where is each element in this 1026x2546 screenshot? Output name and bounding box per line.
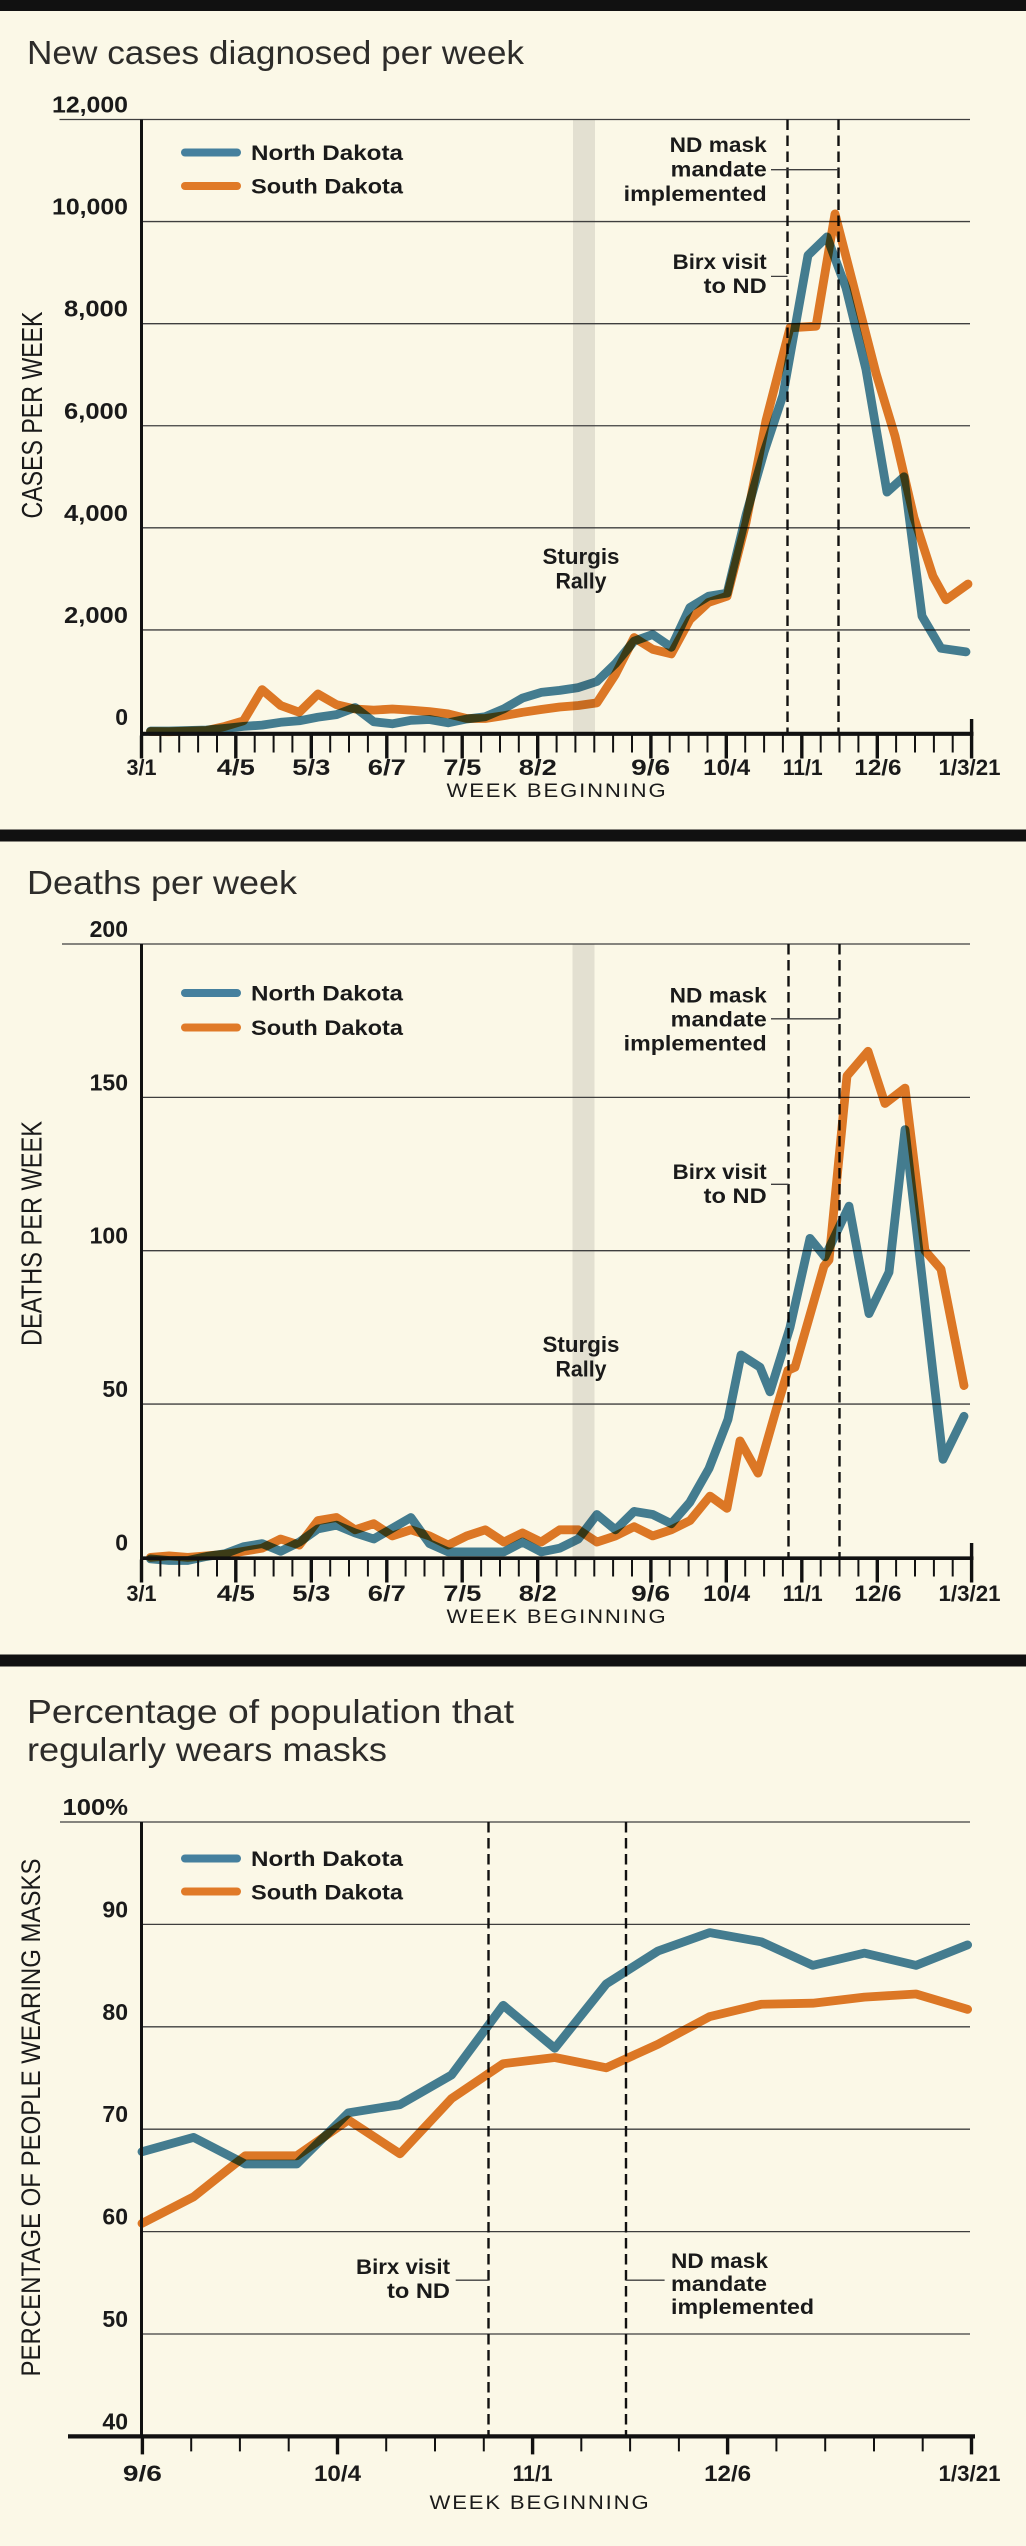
svg-text:ND mask: ND mask	[670, 134, 767, 157]
svg-text:8/2: 8/2	[519, 755, 557, 780]
svg-text:DEATHS PER WEEK: DEATHS PER WEEK	[17, 1120, 49, 1346]
svg-text:North Dakota: North Dakota	[251, 141, 404, 165]
svg-text:North Dakota: North Dakota	[251, 1847, 404, 1871]
svg-text:4/5: 4/5	[217, 755, 255, 780]
svg-text:12/6: 12/6	[854, 1581, 901, 1606]
svg-text:Percentage of population that: Percentage of population that	[27, 1693, 514, 1730]
svg-text:mandate: mandate	[671, 2273, 767, 2296]
svg-text:5/3: 5/3	[292, 1581, 330, 1606]
svg-text:200: 200	[90, 916, 128, 942]
svg-text:4,000: 4,000	[64, 500, 128, 526]
svg-text:12/6: 12/6	[854, 755, 901, 780]
svg-text:Deaths per week: Deaths per week	[27, 864, 298, 901]
svg-text:9/6: 9/6	[631, 755, 670, 780]
svg-text:Birx visit: Birx visit	[673, 251, 767, 274]
svg-text:8/2: 8/2	[519, 1581, 557, 1606]
svg-text:8,000: 8,000	[64, 296, 128, 322]
svg-text:6/7: 6/7	[368, 755, 406, 780]
svg-text:80: 80	[102, 1999, 128, 2025]
svg-text:WEEK BEGINNING: WEEK BEGINNING	[447, 781, 668, 802]
svg-text:60: 60	[102, 2204, 128, 2230]
svg-text:150: 150	[90, 1069, 128, 1095]
svg-text:South Dakota: South Dakota	[251, 1016, 404, 1040]
svg-text:implemented: implemented	[624, 1033, 767, 1056]
svg-text:PERCENTAGE OF PEOPLE WEARING M: PERCENTAGE OF PEOPLE WEARING MASKS	[16, 1859, 46, 2377]
svg-text:7/5: 7/5	[443, 755, 481, 780]
svg-text:WEEK BEGINNING: WEEK BEGINNING	[447, 1607, 668, 1628]
svg-text:50: 50	[102, 2306, 128, 2332]
svg-text:ND mask: ND mask	[671, 2250, 768, 2273]
svg-text:New cases diagnosed per week: New cases diagnosed per week	[27, 34, 525, 71]
svg-text:90: 90	[102, 1896, 128, 1922]
svg-text:6,000: 6,000	[64, 398, 128, 424]
svg-text:40: 40	[102, 2408, 128, 2434]
svg-text:implemented: implemented	[624, 183, 767, 206]
svg-text:Birx visit: Birx visit	[673, 1161, 767, 1184]
svg-text:to ND: to ND	[704, 1185, 767, 1208]
svg-text:Birx visit: Birx visit	[356, 2256, 450, 2279]
svg-text:0: 0	[115, 1529, 128, 1555]
svg-text:100%: 100%	[63, 1794, 129, 1820]
svg-text:3/1: 3/1	[127, 755, 157, 780]
svg-text:Rally: Rally	[556, 1357, 608, 1382]
svg-text:12,000: 12,000	[52, 92, 128, 118]
svg-text:100: 100	[90, 1223, 128, 1249]
svg-text:to ND: to ND	[704, 275, 767, 298]
svg-text:10/4: 10/4	[703, 1581, 751, 1606]
svg-text:70: 70	[102, 2101, 128, 2127]
svg-text:5/3: 5/3	[292, 755, 330, 780]
svg-text:Sturgis: Sturgis	[543, 1332, 620, 1357]
svg-text:10/4: 10/4	[314, 2461, 362, 2486]
svg-text:50: 50	[102, 1376, 128, 1402]
svg-text:mandate: mandate	[671, 159, 767, 182]
svg-text:1/3/21: 1/3/21	[939, 2461, 1001, 2486]
svg-text:regularly wears masks: regularly wears masks	[27, 1731, 387, 1768]
svg-text:3/1: 3/1	[127, 1581, 157, 1606]
svg-text:ND mask: ND mask	[670, 985, 767, 1008]
svg-text:implemented: implemented	[671, 2296, 814, 2319]
svg-text:7/5: 7/5	[443, 1581, 481, 1606]
svg-text:4/5: 4/5	[217, 1581, 255, 1606]
svg-text:South Dakota: South Dakota	[251, 175, 404, 199]
svg-text:9/6: 9/6	[631, 1581, 670, 1606]
svg-text:10/4: 10/4	[703, 755, 751, 780]
svg-text:12/6: 12/6	[704, 2461, 751, 2486]
svg-text:10,000: 10,000	[52, 194, 128, 220]
svg-text:6/7: 6/7	[368, 1581, 406, 1606]
svg-text:11/1: 11/1	[783, 1581, 823, 1606]
svg-text:Sturgis: Sturgis	[543, 544, 620, 569]
svg-text:Rally: Rally	[556, 569, 608, 594]
svg-text:11/1: 11/1	[513, 2461, 553, 2486]
svg-text:WEEK BEGINNING: WEEK BEGINNING	[430, 2493, 651, 2514]
svg-text:to ND: to ND	[387, 2280, 450, 2303]
svg-text:11/1: 11/1	[783, 755, 823, 780]
svg-text:South Dakota: South Dakota	[251, 1881, 404, 1905]
svg-text:1/3/21: 1/3/21	[939, 755, 1001, 780]
svg-text:2,000: 2,000	[64, 602, 128, 628]
svg-text:1/3/21: 1/3/21	[939, 1581, 1001, 1606]
svg-text:North Dakota: North Dakota	[251, 982, 404, 1006]
svg-text:0: 0	[115, 704, 128, 730]
svg-text:9/6: 9/6	[123, 2461, 162, 2486]
svg-text:CASES PER WEEK: CASES PER WEEK	[17, 311, 49, 519]
svg-text:mandate: mandate	[671, 1009, 767, 1032]
